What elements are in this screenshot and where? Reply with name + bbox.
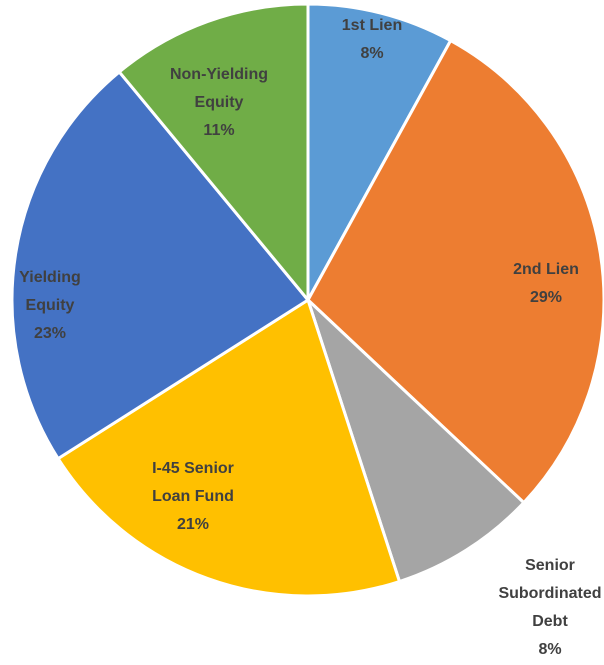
category-label: 2nd Lien: [513, 261, 579, 278]
value-label: 21%: [176, 516, 210, 533]
slice-label: 2nd Lien 29%: [491, 256, 601, 312]
slice-label: I-45 Senior Loan Fund 21%: [136, 455, 251, 539]
pie-slice: [10, 69, 311, 461]
slice-label: Non-Yielding Equity 11%: [157, 61, 282, 145]
pie-slice: [306, 2, 453, 301]
category-label: 1st Lien: [341, 17, 403, 34]
slice-label: Senior Subordinated Debt 8%: [488, 552, 604, 664]
category-label: Non-Yielding Equity: [169, 66, 269, 111]
category-label: Yielding Equity: [19, 269, 81, 314]
slice-label: 1st Lien 8%: [317, 12, 427, 68]
category-label: I-45 Senior Loan Fund: [152, 460, 234, 505]
value-label: 23%: [33, 325, 67, 342]
pie-slice: [306, 38, 604, 505]
pie-slice: [56, 297, 402, 598]
value-label: 8%: [360, 45, 384, 62]
pie-slice: [117, 2, 310, 305]
value-label: 8%: [538, 641, 562, 658]
value-label: 11%: [203, 122, 235, 139]
category-label: Senior Subordinated Debt: [498, 557, 602, 630]
slice-label: Yielding Equity 23%: [3, 264, 98, 348]
pie-slice: [306, 298, 526, 584]
value-label: 29%: [529, 289, 563, 306]
